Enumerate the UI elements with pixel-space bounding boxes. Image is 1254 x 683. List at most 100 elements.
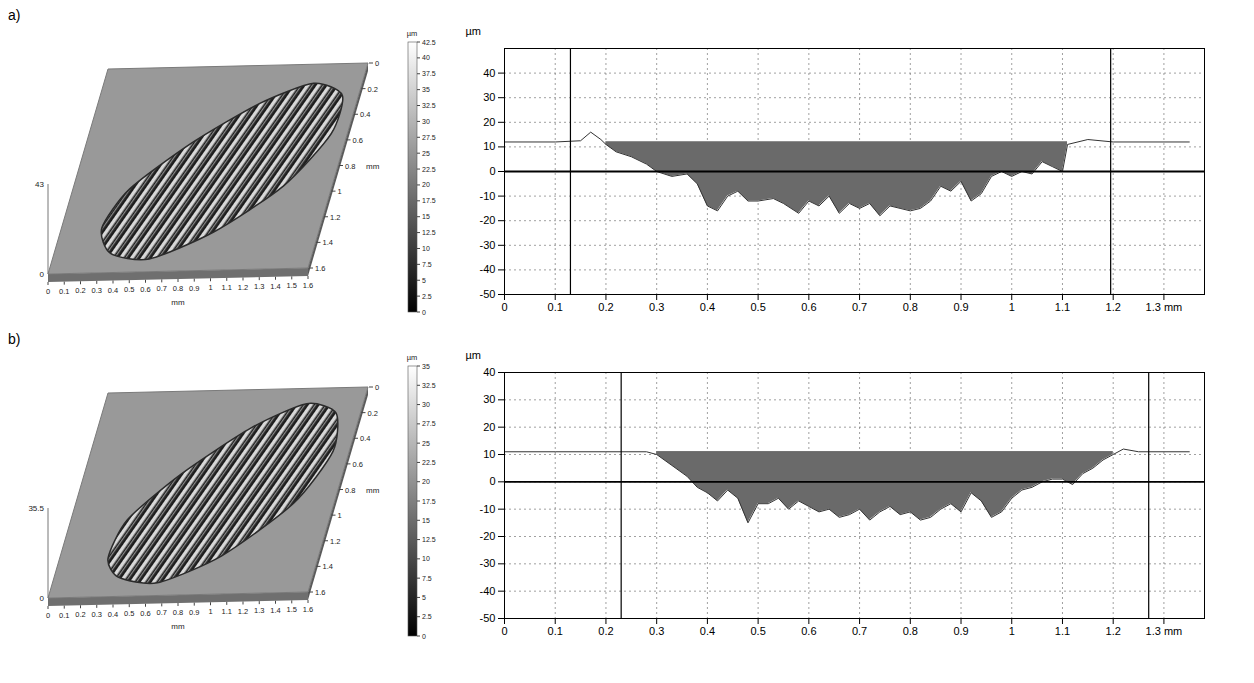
svg-text:1.2: 1.2 xyxy=(238,283,248,292)
svg-text:0: 0 xyxy=(501,625,507,637)
svg-text:30: 30 xyxy=(422,118,430,125)
svg-text:1.4: 1.4 xyxy=(323,562,333,571)
svg-text:1: 1 xyxy=(338,511,342,520)
svg-text:0.8: 0.8 xyxy=(173,284,183,293)
svg-text:30: 30 xyxy=(422,401,430,408)
svg-text:0.5: 0.5 xyxy=(750,301,765,313)
svg-text:0: 0 xyxy=(375,383,379,392)
svg-text:0.2: 0.2 xyxy=(368,85,378,94)
svg-text:35: 35 xyxy=(422,86,430,93)
svg-text:0.2: 0.2 xyxy=(598,301,613,313)
svg-text:0.6: 0.6 xyxy=(140,285,150,294)
svg-text:40: 40 xyxy=(422,54,430,61)
svg-text:0.9: 0.9 xyxy=(189,608,199,617)
svg-text:0.4: 0.4 xyxy=(108,610,118,619)
svg-text:2.5: 2.5 xyxy=(422,613,432,620)
svg-text:22.5: 22.5 xyxy=(422,459,436,466)
svg-text:0.1: 0.1 xyxy=(548,625,563,637)
svg-text:0.7: 0.7 xyxy=(852,625,867,637)
svg-text:32.5: 32.5 xyxy=(422,382,436,389)
svg-text:0.6: 0.6 xyxy=(801,301,816,313)
svg-text:0.8: 0.8 xyxy=(345,486,355,495)
svg-text:0.3: 0.3 xyxy=(92,610,102,619)
svg-text:0: 0 xyxy=(489,475,495,487)
svg-text:µm: µm xyxy=(407,353,418,362)
svg-text:1.1: 1.1 xyxy=(1055,625,1070,637)
svg-text:12.5: 12.5 xyxy=(422,229,436,236)
svg-text:0.9: 0.9 xyxy=(953,625,968,637)
svg-text:1.3: 1.3 xyxy=(254,282,264,291)
svg-text:35.5: 35.5 xyxy=(28,504,44,513)
svg-text:37.5: 37.5 xyxy=(422,70,436,77)
svg-text:17.5: 17.5 xyxy=(422,498,436,505)
svg-text:20: 20 xyxy=(422,181,430,188)
svg-text:0.1: 0.1 xyxy=(59,287,69,296)
svg-text:0: 0 xyxy=(489,165,495,177)
svg-text:0: 0 xyxy=(46,287,50,296)
svg-text:-50: -50 xyxy=(480,288,496,300)
svg-text:0.6: 0.6 xyxy=(353,460,363,469)
svg-text:30: 30 xyxy=(483,91,495,103)
svg-text:0.7: 0.7 xyxy=(157,608,167,617)
svg-text:µm: µm xyxy=(466,349,482,361)
svg-text:0.6: 0.6 xyxy=(801,625,816,637)
svg-text:0: 0 xyxy=(422,633,426,640)
svg-text:1.2: 1.2 xyxy=(238,607,248,616)
svg-text:10: 10 xyxy=(422,245,430,252)
svg-text:20: 20 xyxy=(422,478,430,485)
svg-text:0.1: 0.1 xyxy=(59,611,69,620)
svg-text:1.6: 1.6 xyxy=(315,264,325,273)
svg-text:0.5: 0.5 xyxy=(124,609,134,618)
svg-text:0: 0 xyxy=(422,309,426,316)
svg-text:0.5: 0.5 xyxy=(124,285,134,294)
svg-text:7.5: 7.5 xyxy=(422,261,432,268)
svg-text:0.2: 0.2 xyxy=(75,610,85,619)
svg-text:1: 1 xyxy=(208,607,212,616)
svg-text:-10: -10 xyxy=(480,503,496,515)
svg-text:27.5: 27.5 xyxy=(422,134,436,141)
svg-text:1.3 mm: 1.3 mm xyxy=(1146,625,1183,637)
svg-text:0.8: 0.8 xyxy=(173,608,183,617)
svg-text:0: 0 xyxy=(46,611,50,620)
svg-text:-30: -30 xyxy=(480,239,496,251)
svg-text:-50: -50 xyxy=(480,612,496,624)
svg-text:0.7: 0.7 xyxy=(852,301,867,313)
svg-text:0.4: 0.4 xyxy=(700,301,715,313)
svg-text:1.1: 1.1 xyxy=(222,607,232,616)
svg-text:1: 1 xyxy=(338,187,342,196)
svg-text:0.3: 0.3 xyxy=(649,625,664,637)
svg-text:27.5: 27.5 xyxy=(422,420,436,427)
svg-text:0.2: 0.2 xyxy=(368,409,378,418)
svg-text:32.5: 32.5 xyxy=(422,102,436,109)
svg-text:1.2: 1.2 xyxy=(1106,625,1121,637)
svg-text:mm: mm xyxy=(171,298,185,307)
svg-text:1.4: 1.4 xyxy=(270,606,280,615)
svg-text:20: 20 xyxy=(483,421,495,433)
svg-text:30: 30 xyxy=(483,393,495,405)
svg-text:25: 25 xyxy=(422,150,430,157)
svg-text:mm: mm xyxy=(366,486,380,495)
svg-text:0.8: 0.8 xyxy=(345,162,355,171)
svg-text:1.3: 1.3 xyxy=(254,606,264,615)
svg-text:0.8: 0.8 xyxy=(903,301,918,313)
svg-text:0.8: 0.8 xyxy=(903,625,918,637)
svg-text:0.4: 0.4 xyxy=(360,434,370,443)
svg-text:0.7: 0.7 xyxy=(157,284,167,293)
svg-text:µm: µm xyxy=(466,25,482,37)
svg-text:42.5: 42.5 xyxy=(422,39,436,46)
svg-text:1.4: 1.4 xyxy=(323,238,333,247)
svg-text:0.9: 0.9 xyxy=(189,284,199,293)
svg-text:-20: -20 xyxy=(480,214,496,226)
svg-text:0.3: 0.3 xyxy=(92,286,102,295)
svg-text:2.5: 2.5 xyxy=(422,293,432,300)
svg-text:17.5: 17.5 xyxy=(422,197,436,204)
svg-text:1.1: 1.1 xyxy=(1055,301,1070,313)
svg-text:mm: mm xyxy=(366,162,380,171)
svg-text:1.2: 1.2 xyxy=(330,213,340,222)
svg-text:0.6: 0.6 xyxy=(140,609,150,618)
svg-text:1.3 mm: 1.3 mm xyxy=(1146,301,1183,313)
svg-text:-40: -40 xyxy=(480,585,496,597)
svg-text:0: 0 xyxy=(375,59,379,68)
svg-text:1.2: 1.2 xyxy=(330,537,340,546)
svg-text:0.3: 0.3 xyxy=(649,301,664,313)
